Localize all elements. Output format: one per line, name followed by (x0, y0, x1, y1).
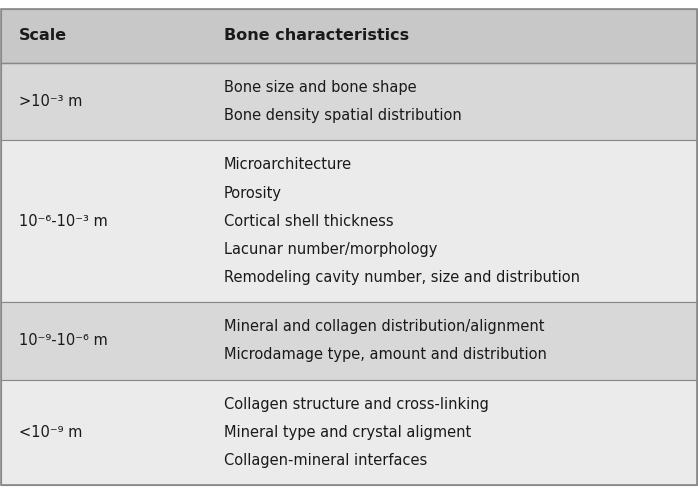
Text: Microdamage type, amount and distribution: Microdamage type, amount and distributio… (224, 347, 547, 363)
FancyBboxPatch shape (1, 9, 697, 63)
FancyBboxPatch shape (1, 63, 697, 140)
FancyBboxPatch shape (1, 302, 697, 379)
Text: Bone density spatial distribution: Bone density spatial distribution (224, 108, 461, 123)
Text: Mineral type and crystal aligment: Mineral type and crystal aligment (224, 425, 471, 440)
Text: Microarchitecture: Microarchitecture (224, 158, 352, 172)
Text: Mineral and collagen distribution/alignment: Mineral and collagen distribution/alignm… (224, 319, 544, 334)
FancyBboxPatch shape (1, 140, 697, 302)
Text: 10⁻⁹-10⁻⁶ m: 10⁻⁹-10⁻⁶ m (19, 333, 107, 348)
Text: Cortical shell thickness: Cortical shell thickness (224, 214, 394, 229)
Text: Lacunar number/morphology: Lacunar number/morphology (224, 242, 437, 257)
Text: >10⁻³ m: >10⁻³ m (19, 94, 82, 109)
Text: 10⁻⁶-10⁻³ m: 10⁻⁶-10⁻³ m (19, 214, 107, 229)
Text: Collagen structure and cross-linking: Collagen structure and cross-linking (224, 397, 489, 412)
Text: Porosity: Porosity (224, 186, 282, 201)
Text: Bone size and bone shape: Bone size and bone shape (224, 80, 417, 95)
Text: Bone characteristics: Bone characteristics (224, 28, 409, 43)
Text: Scale: Scale (19, 28, 67, 43)
Text: Remodeling cavity number, size and distribution: Remodeling cavity number, size and distr… (224, 270, 580, 285)
Text: Collagen-mineral interfaces: Collagen-mineral interfaces (224, 453, 427, 468)
Text: <10⁻⁹ m: <10⁻⁹ m (19, 425, 82, 440)
FancyBboxPatch shape (1, 379, 697, 485)
